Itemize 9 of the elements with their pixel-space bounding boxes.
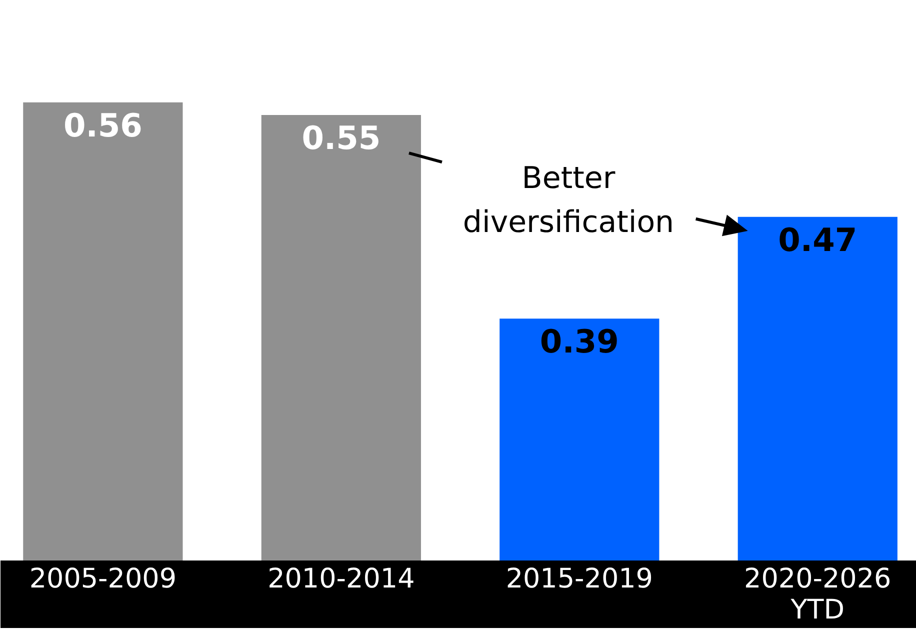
x-tick-label: 2020-2026 YTD: [744, 564, 892, 626]
data-label: 0.56: [63, 106, 142, 144]
data-label: 0.47: [778, 220, 858, 259]
annotation: Better diversification: [462, 161, 674, 240]
x-tick-label: 2010-2014: [268, 564, 415, 594]
x-tick-label: 2005-2009: [29, 564, 177, 594]
x-tick-label: 2015-2019: [506, 564, 653, 594]
data-label: 0.55: [302, 119, 381, 158]
data-label: 0.39: [540, 322, 619, 361]
